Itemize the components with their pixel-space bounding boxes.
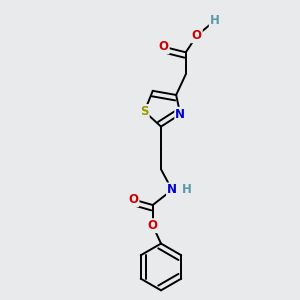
Text: H: H — [210, 14, 220, 27]
Text: O: O — [159, 40, 169, 53]
Text: H: H — [182, 183, 192, 196]
Text: O: O — [148, 219, 158, 232]
Text: S: S — [140, 105, 149, 118]
Text: N: N — [167, 183, 177, 196]
Text: O: O — [128, 193, 139, 206]
Text: N: N — [175, 108, 185, 121]
Text: O: O — [192, 29, 202, 42]
